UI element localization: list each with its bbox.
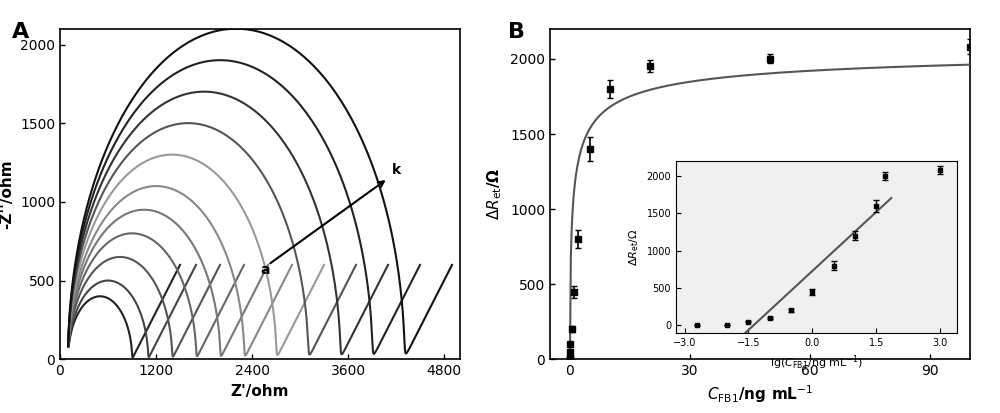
Y-axis label: $\Delta R_{\rm et}$/Ω: $\Delta R_{\rm et}$/Ω — [486, 168, 504, 220]
Text: A: A — [12, 22, 29, 42]
Text: a: a — [260, 263, 270, 278]
X-axis label: Z'/ohm: Z'/ohm — [231, 384, 289, 399]
Text: B: B — [508, 22, 525, 42]
Text: k: k — [392, 163, 401, 177]
X-axis label: $C_{\rm FB1}$/ng mL$^{-1}$: $C_{\rm FB1}$/ng mL$^{-1}$ — [707, 384, 813, 406]
Y-axis label: -Z''/ohm: -Z''/ohm — [0, 159, 14, 229]
